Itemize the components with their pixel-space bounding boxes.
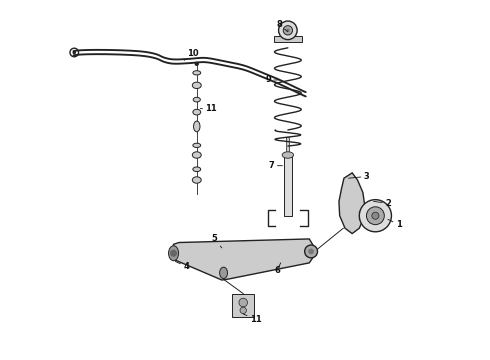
Circle shape [170, 249, 177, 257]
Circle shape [367, 207, 384, 225]
Circle shape [286, 28, 290, 32]
Circle shape [305, 245, 318, 258]
Text: 11: 11 [200, 104, 217, 113]
Ellipse shape [282, 152, 294, 158]
Ellipse shape [193, 97, 200, 102]
Ellipse shape [193, 71, 201, 75]
Ellipse shape [193, 109, 201, 115]
Ellipse shape [220, 267, 227, 279]
Text: 1: 1 [388, 219, 401, 229]
Circle shape [308, 249, 314, 254]
Text: 7: 7 [269, 161, 283, 170]
Text: 9: 9 [266, 76, 278, 85]
Circle shape [239, 298, 247, 307]
Circle shape [240, 307, 246, 314]
Ellipse shape [192, 82, 201, 89]
Text: 3: 3 [348, 172, 369, 181]
Bar [287, 137, 289, 160]
Polygon shape [172, 239, 315, 280]
Circle shape [279, 21, 297, 40]
Text: 11: 11 [243, 314, 262, 324]
Text: 2: 2 [373, 199, 391, 208]
Ellipse shape [192, 177, 201, 183]
Circle shape [283, 26, 293, 35]
Circle shape [372, 212, 379, 219]
Circle shape [195, 62, 199, 66]
Bar [232, 294, 254, 317]
Ellipse shape [169, 246, 178, 261]
Bar [273, 36, 302, 42]
Ellipse shape [192, 152, 201, 158]
Text: 6: 6 [274, 263, 281, 275]
Text: 4: 4 [175, 261, 189, 271]
Circle shape [73, 51, 76, 54]
Text: 10: 10 [184, 49, 199, 60]
Text: 5: 5 [212, 234, 222, 248]
Polygon shape [339, 173, 365, 234]
Bar [284, 155, 292, 216]
Ellipse shape [194, 121, 200, 132]
Text: 8: 8 [276, 20, 288, 32]
Circle shape [359, 200, 392, 232]
Ellipse shape [193, 143, 201, 148]
Ellipse shape [193, 167, 201, 172]
